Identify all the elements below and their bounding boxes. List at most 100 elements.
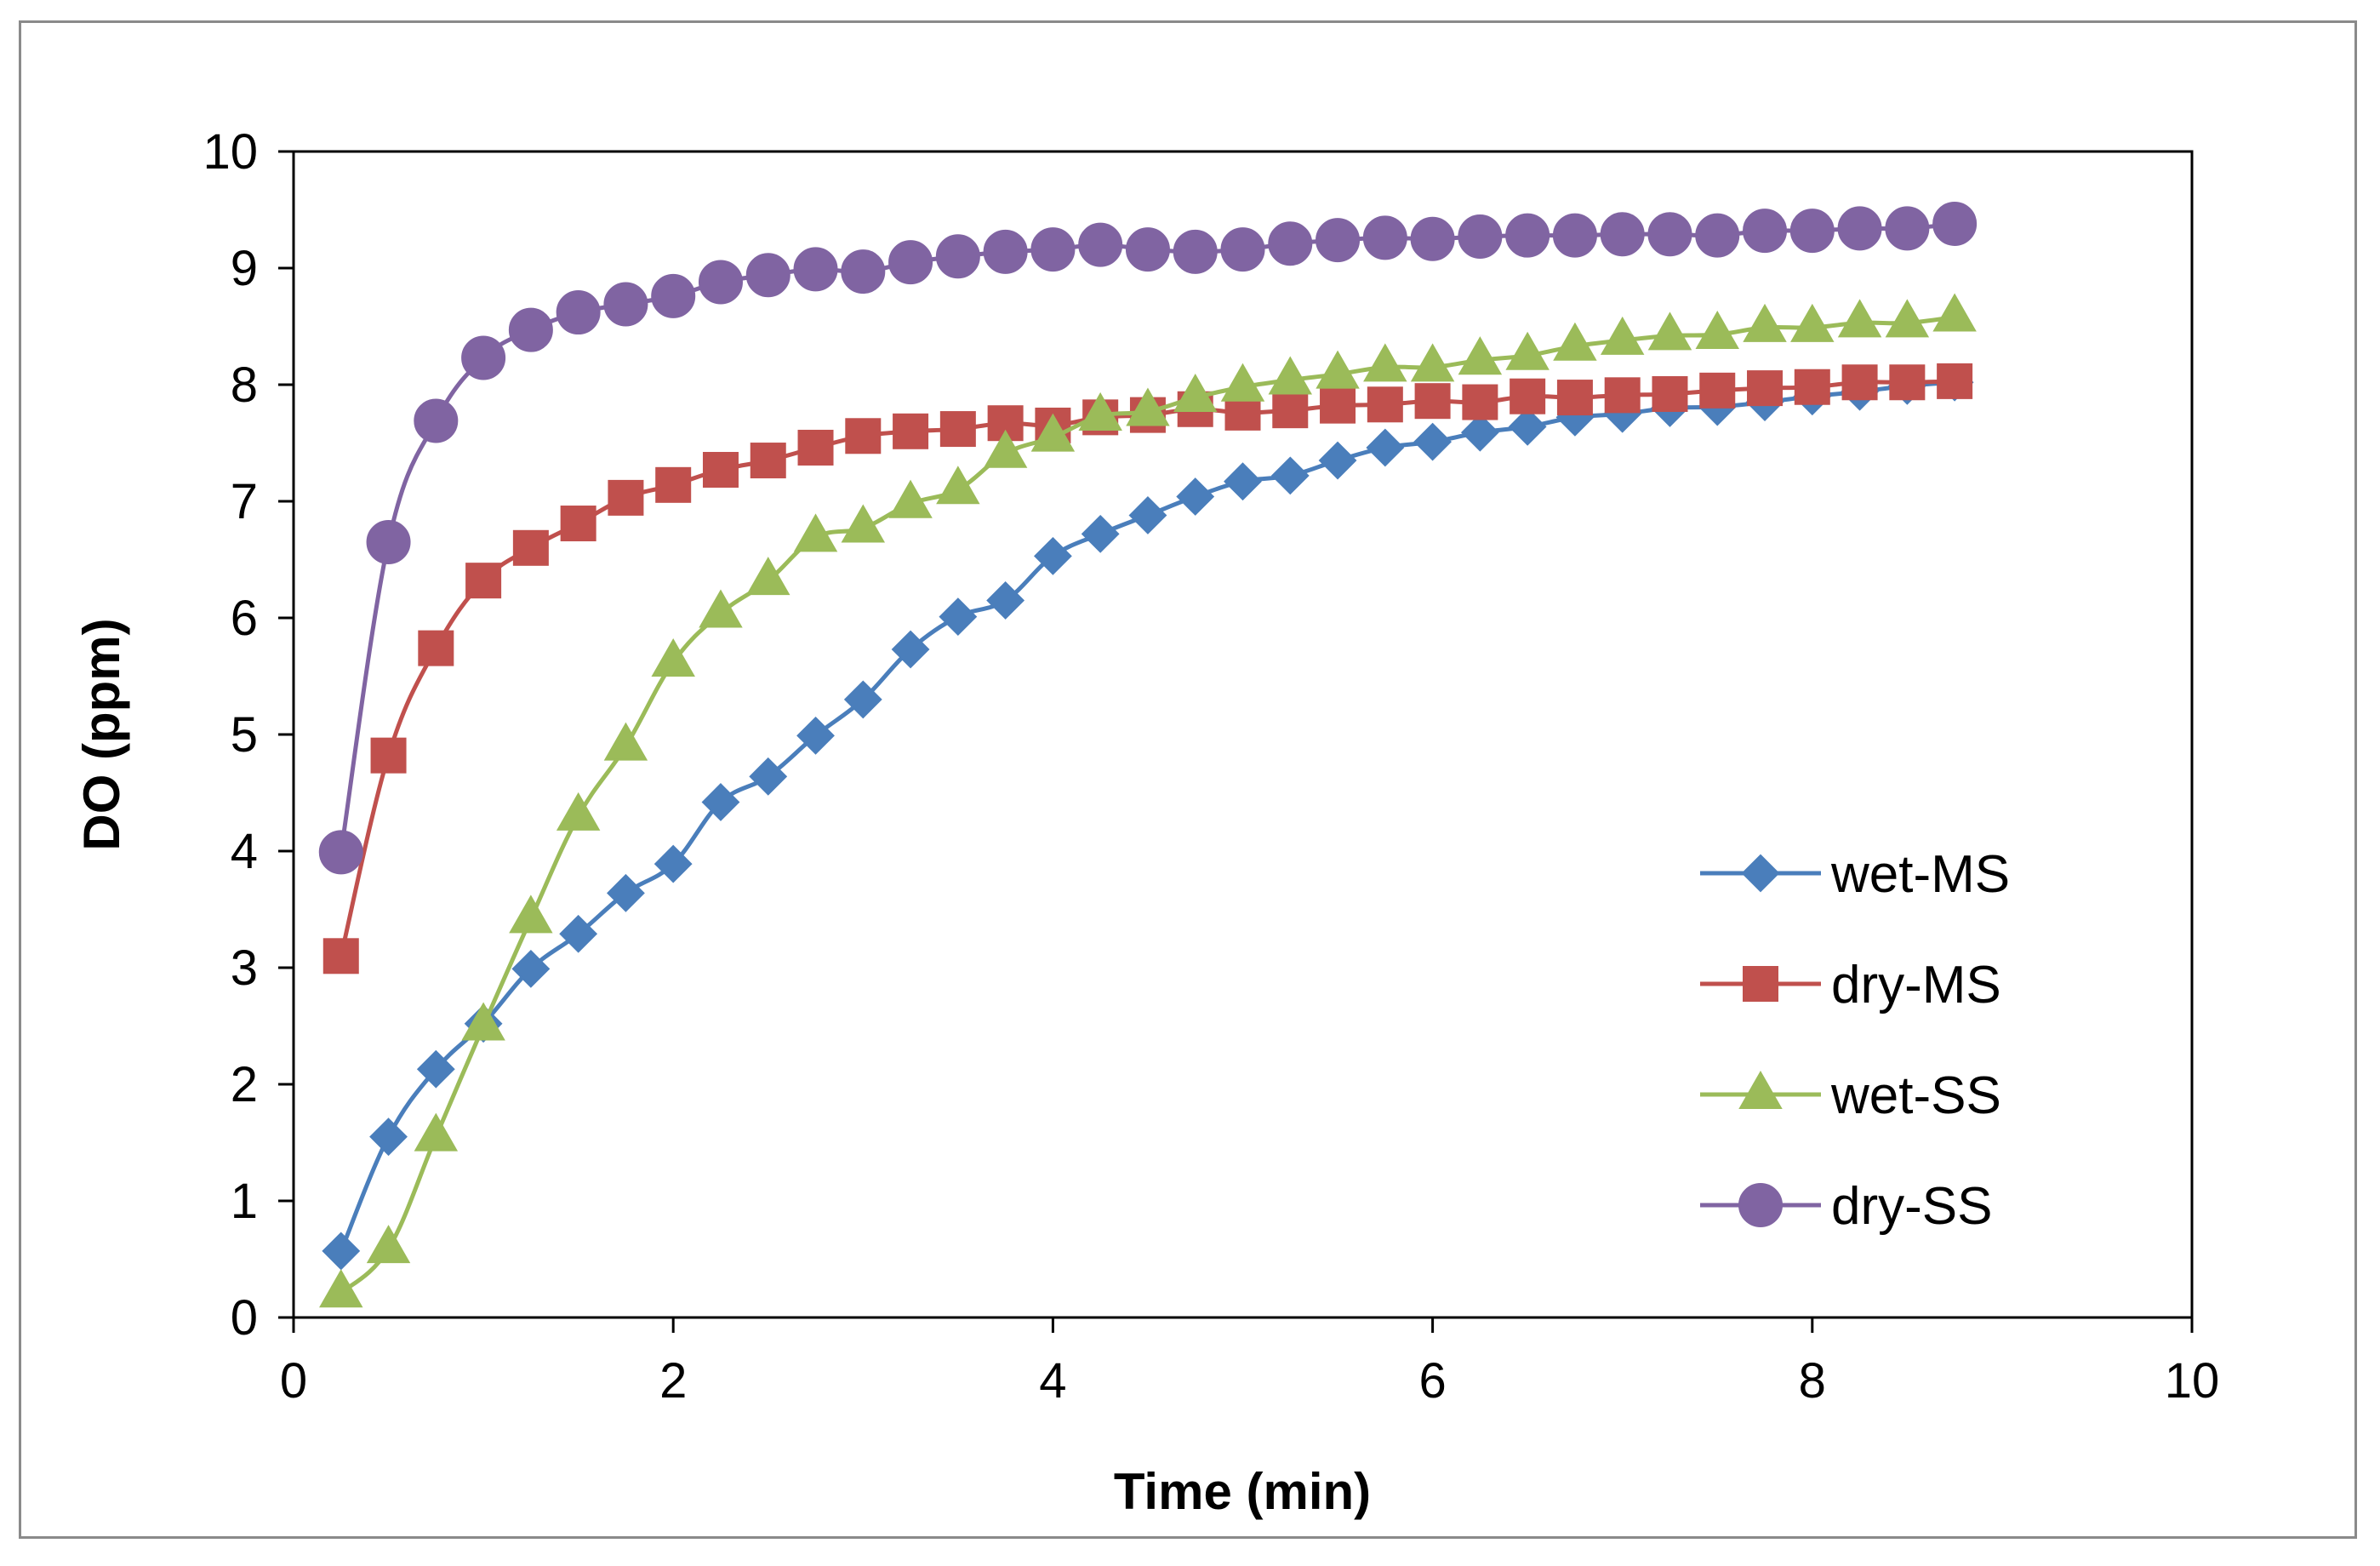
point-wet-SS-marker: [1316, 350, 1360, 389]
y-tick-label: 8: [231, 357, 258, 413]
point-wet-SS-marker: [366, 1225, 411, 1264]
x-tick-label: 8: [1799, 1353, 1826, 1409]
point-wet-MS-marker: [891, 630, 930, 669]
point-dry-MS-marker: [1462, 384, 1498, 420]
point-dry-MS-marker: [1272, 392, 1309, 429]
x-tick-label: 4: [1039, 1353, 1066, 1409]
point-dry-SS-marker: [508, 307, 553, 352]
point-dry-SS-marker: [1030, 227, 1076, 272]
point-wet-SS-marker: [556, 792, 601, 831]
point-dry-MS-marker: [1556, 380, 1593, 416]
point-dry-SS-marker: [1789, 209, 1835, 254]
point-dry-MS-marker: [370, 737, 407, 774]
point-dry-SS-marker: [318, 830, 363, 875]
legend-label: wet-SS: [1830, 1066, 2001, 1125]
legend-wet-MS-marker: [1741, 854, 1780, 893]
point-dry-MS-marker: [655, 466, 692, 503]
point-dry-SS-marker: [1695, 213, 1740, 258]
point-dry-MS-marker: [1320, 387, 1356, 424]
x-tick-label: 10: [2165, 1353, 2220, 1409]
point-wet-MS-marker: [1413, 422, 1453, 461]
point-dry-MS-marker: [893, 413, 929, 449]
point-dry-SS-marker: [1647, 212, 1692, 257]
point-wet-MS-marker: [1318, 441, 1357, 480]
point-wet-MS-marker: [559, 914, 598, 953]
point-dry-SS-marker: [414, 398, 459, 443]
point-wet-SS-marker: [1837, 299, 1882, 338]
y-tick-label: 7: [231, 474, 258, 529]
legend-item-wet-SS: wet-SS: [1700, 1066, 2001, 1125]
point-wet-MS-marker: [1081, 514, 1120, 553]
point-wet-MS-marker: [1270, 456, 1310, 495]
point-dry-MS-marker: [845, 418, 882, 454]
point-wet-SS-marker: [746, 557, 790, 596]
point-wet-SS-marker: [888, 479, 933, 518]
legend-item-dry-MS: dry-MS: [1700, 956, 2001, 1014]
point-dry-SS-marker: [1220, 227, 1265, 272]
point-dry-SS-marker: [1932, 201, 1978, 246]
y-tick-label: 6: [231, 591, 258, 646]
point-wet-MS-marker: [796, 716, 835, 755]
point-dry-MS-marker: [1414, 383, 1451, 420]
point-wet-SS-marker: [1126, 387, 1170, 426]
series-wet-SS: [319, 293, 1977, 1308]
point-wet-SS-marker: [603, 722, 648, 761]
y-tick-label: 0: [231, 1290, 258, 1346]
x-tick-label: 2: [659, 1353, 687, 1409]
point-dry-MS-marker: [1367, 386, 1403, 423]
point-dry-MS-marker: [702, 452, 739, 489]
point-wet-MS-marker: [1033, 536, 1072, 575]
point-wet-SS-marker: [936, 466, 980, 505]
point-wet-SS-marker: [1458, 336, 1503, 375]
point-dry-SS-marker: [793, 247, 838, 292]
legend: wet-MS dry-MS wet-SS dry-SS: [1700, 845, 2010, 1236]
point-wet-SS-marker: [1505, 331, 1550, 370]
legend-item-dry-SS: dry-SS: [1700, 1177, 1992, 1236]
axes: [292, 150, 2194, 1319]
point-wet-SS-marker: [1553, 322, 1597, 361]
point-wet-SS-marker: [1743, 303, 1787, 342]
point-dry-MS-marker: [560, 506, 596, 542]
legend-dry-SS-marker: [1738, 1183, 1783, 1227]
point-dry-MS-marker: [512, 529, 549, 566]
point-wet-MS-marker: [416, 1049, 455, 1089]
point-wet-SS-marker: [983, 429, 1028, 468]
point-dry-MS-marker: [1652, 375, 1688, 412]
point-dry-SS-marker: [366, 519, 411, 564]
point-dry-SS-marker: [1600, 212, 1645, 257]
point-wet-MS-marker: [749, 757, 788, 796]
point-wet-MS-marker: [986, 581, 1025, 620]
point-wet-SS-marker: [1363, 343, 1407, 382]
point-wet-MS-marker: [654, 844, 693, 883]
point-dry-MS-marker: [750, 443, 786, 479]
point-wet-MS-marker: [1176, 477, 1215, 516]
legend-dry-MS-marker: [1743, 966, 1778, 1002]
point-dry-MS-marker: [1937, 363, 1973, 399]
legend-item-wet-MS: wet-MS: [1700, 845, 2010, 904]
point-dry-SS-marker: [1458, 214, 1503, 260]
point-wet-SS-marker: [793, 513, 838, 552]
point-wet-SS-marker: [841, 504, 886, 543]
point-dry-SS-marker: [1410, 216, 1455, 261]
point-dry-SS-marker: [461, 335, 506, 380]
legend-label: dry-SS: [1831, 1177, 1992, 1236]
point-dry-SS-marker: [1125, 227, 1170, 272]
legend-label: wet-MS: [1830, 845, 2010, 904]
point-wet-MS-marker: [1128, 496, 1167, 534]
point-wet-SS-marker: [1220, 363, 1265, 402]
point-dry-SS-marker: [1837, 206, 1882, 251]
plot-area: [292, 150, 2194, 1319]
point-wet-MS-marker: [369, 1117, 408, 1157]
point-wet-SS-marker: [1647, 311, 1692, 351]
legend-wet-SS-marker: [1738, 1070, 1783, 1109]
point-wet-MS-marker: [701, 783, 740, 821]
point-wet-SS-marker: [1885, 299, 1930, 338]
point-wet-SS-marker: [319, 1269, 363, 1308]
point-wet-SS-marker: [1410, 343, 1455, 382]
x-tick-label: 0: [280, 1353, 307, 1409]
point-dry-SS-marker: [651, 273, 696, 318]
point-wet-SS-marker: [699, 589, 743, 628]
axis-ticks: 0 1 2 3 4 5 6 7 8 9 10 0 2 4 6 8 10: [203, 124, 2219, 1409]
legend-label: dry-MS: [1831, 956, 2001, 1014]
